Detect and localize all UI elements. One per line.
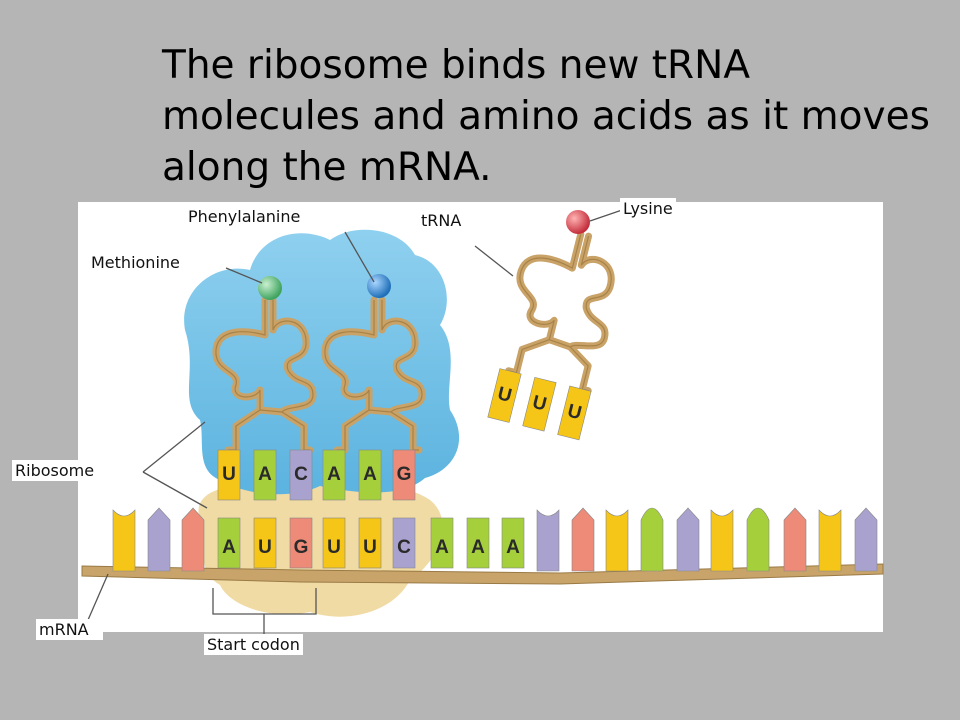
methionine-amino-acid	[258, 276, 282, 300]
mrna-base-letter: U	[258, 537, 272, 558]
mrna-base	[392, 517, 416, 569]
anticodon-base	[487, 368, 522, 423]
mrna-base	[322, 517, 346, 569]
anticodon-letter: U	[495, 383, 513, 407]
anticodon-letter: U	[530, 392, 548, 416]
leader-lines	[87, 208, 626, 635]
mrna-base	[571, 507, 595, 572]
mrna-base	[147, 507, 171, 572]
mrna-base	[181, 507, 205, 572]
mrna-base	[710, 509, 734, 572]
mrna-base-letter: A	[435, 537, 449, 558]
mrna-base	[640, 507, 664, 572]
mrna-base	[466, 517, 490, 569]
slide-title: The ribosome binds new tRNA molecules an…	[162, 40, 942, 193]
mrna-base	[746, 507, 770, 572]
mrna-base	[676, 507, 700, 572]
ribosome-large-subunit	[184, 229, 460, 495]
anticodon-base	[322, 449, 346, 501]
mrna-base-letter: U	[363, 537, 377, 558]
label-ribosome: Ribosome	[12, 460, 98, 481]
mrna-base-letter: A	[506, 537, 520, 558]
mrna-base-letter: G	[294, 537, 309, 558]
anticodon-letter: A	[327, 464, 341, 485]
anticodon-base	[289, 449, 313, 501]
label-phenylalanine: Phenylalanine	[185, 206, 304, 227]
mrna-base	[605, 509, 629, 572]
title-line-2: molecules and amino acids as it moves	[162, 94, 930, 139]
lysine-amino-acid	[566, 210, 590, 234]
anticodon-letter: U	[565, 401, 583, 425]
anticodon-base	[392, 449, 416, 501]
mrna-base	[536, 509, 560, 572]
label-trna: tRNA	[418, 210, 465, 231]
mrna-base	[854, 507, 878, 572]
title-line-3: along the mRNA.	[162, 145, 492, 190]
mrna-backbone	[81, 563, 884, 585]
mrna-base-letter: A	[471, 537, 485, 558]
anticodon-letter: G	[397, 464, 412, 485]
mrna-base	[112, 509, 136, 572]
anticodon-base	[253, 449, 277, 501]
anticodon-letter: A	[363, 464, 377, 485]
mrna-base	[501, 517, 525, 569]
phenylalanine-amino-acid	[367, 274, 391, 298]
anticodon-base	[522, 376, 557, 432]
mrna-base	[818, 509, 842, 572]
anticodon-base	[217, 449, 241, 501]
mrna-base	[217, 517, 241, 569]
mrna-base	[430, 517, 454, 569]
mrna-base	[253, 517, 277, 569]
anticodon-base	[557, 385, 592, 441]
label-lysine: Lysine	[620, 198, 676, 219]
mrna-base	[358, 517, 382, 569]
anticodon-base	[358, 449, 382, 501]
label-mrna: mRNA	[36, 619, 103, 640]
label-methionine: Methionine	[88, 252, 183, 273]
anticodon-letter: U	[222, 464, 236, 485]
mrna-base-letter: C	[397, 537, 411, 558]
mrna-base	[289, 517, 313, 569]
trna-layer: U A C A A GU U U	[212, 230, 615, 501]
title-line-1: The ribosome binds new tRNA	[162, 43, 751, 88]
anticodon-letter: C	[294, 464, 308, 485]
label-start-codon: Start codon	[204, 634, 303, 655]
mrna-base-letter: A	[222, 537, 236, 558]
anticodon-letter: A	[258, 464, 272, 485]
mrna-base-letter: U	[327, 537, 341, 558]
mrna-base	[783, 507, 807, 572]
